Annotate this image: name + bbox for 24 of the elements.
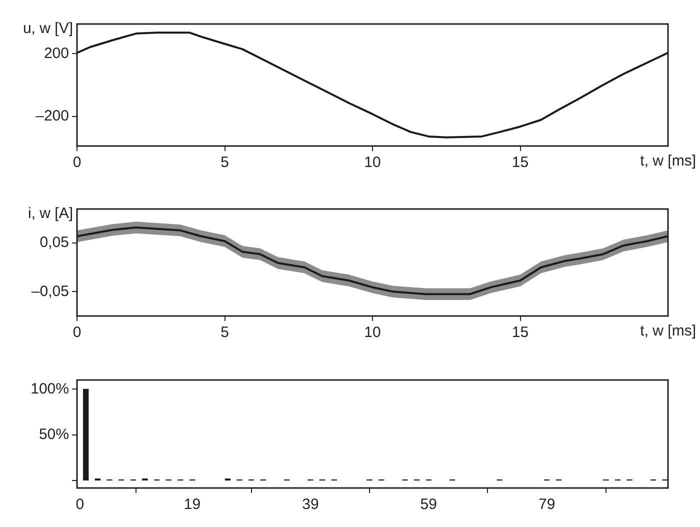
x-axis-title: t, w [ms] bbox=[640, 152, 696, 170]
x-tick-label: 10 bbox=[364, 154, 381, 172]
x-tick-label: 5 bbox=[220, 324, 229, 342]
x-axis-title: t, w [ms] bbox=[640, 322, 696, 340]
x-tick-label: 0 bbox=[72, 154, 82, 172]
x-tick-label: 0 bbox=[72, 324, 82, 342]
x-tick-label: 15 bbox=[512, 324, 529, 342]
y-axis-title: u, w [V] bbox=[22, 20, 73, 38]
x-tick-label: 39 bbox=[302, 496, 319, 514]
y-tick-label: 50% bbox=[38, 426, 69, 444]
x-tick-label: 5 bbox=[220, 154, 229, 172]
y-tick-label: 0,05 bbox=[40, 234, 69, 252]
x-tick-label: 19 bbox=[184, 496, 201, 514]
x-tick-label: 15 bbox=[512, 154, 529, 172]
y-tick-label: –200 bbox=[36, 107, 69, 124]
x-tick-label: 0 bbox=[76, 496, 84, 514]
y-axis-title: i, w [A] bbox=[28, 205, 73, 222]
y-tick-label: 200 bbox=[44, 44, 69, 62]
x-tick-label: 10 bbox=[364, 324, 381, 342]
bar bbox=[83, 388, 89, 481]
y-tick-label: 100% bbox=[30, 380, 69, 398]
x-tick-label: 59 bbox=[420, 496, 437, 514]
x-tick-label: 79 bbox=[538, 496, 556, 514]
y-tick-label: –0,05 bbox=[31, 282, 69, 300]
